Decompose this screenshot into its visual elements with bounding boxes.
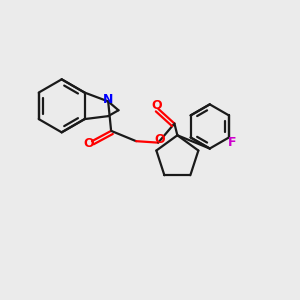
Text: O: O [152, 99, 162, 112]
Text: F: F [228, 136, 236, 149]
Text: O: O [83, 137, 94, 150]
Text: O: O [154, 133, 165, 146]
Text: N: N [103, 93, 113, 106]
